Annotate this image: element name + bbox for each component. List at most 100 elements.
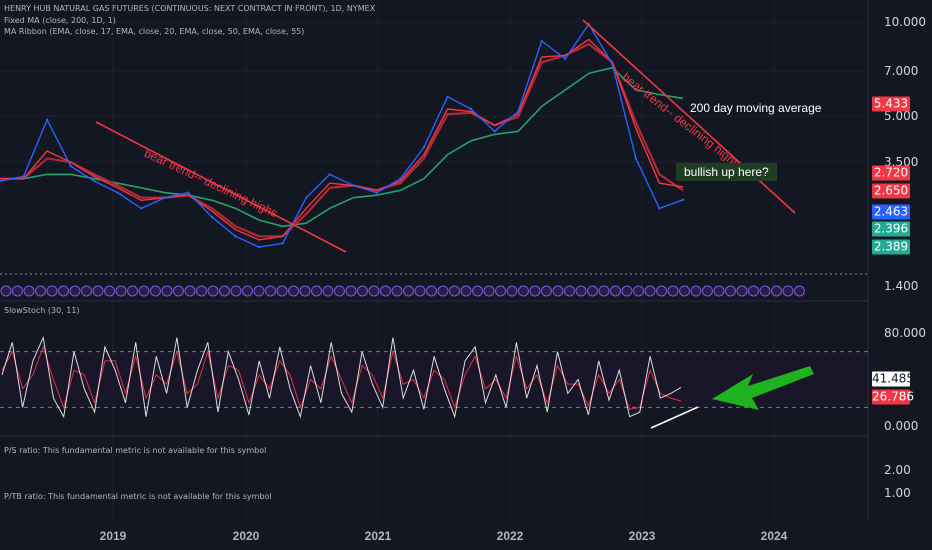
cycle-marker	[322, 285, 334, 297]
y-tick: 80.000	[884, 326, 926, 340]
cycle-marker	[391, 285, 403, 297]
cycle-marker	[506, 285, 518, 297]
price-point	[681, 198, 685, 201]
cycle-marker	[702, 285, 713, 297]
price-series	[0, 22, 685, 249]
cycle-marker	[449, 285, 460, 297]
cycle-marker	[656, 285, 667, 297]
cycle-marker	[368, 285, 380, 297]
cycle-marker	[621, 285, 633, 297]
price-point	[446, 95, 449, 99]
cycle-marker	[598, 285, 610, 297]
cycle-marker	[92, 285, 104, 297]
indicator-slowstoch[interactable]: SlowStoch (30, 11)	[4, 306, 80, 315]
price-point	[328, 173, 331, 176]
cycle-marker	[242, 285, 253, 297]
cycle-marker	[690, 285, 702, 297]
ema-badge: 2.396	[872, 221, 910, 237]
stoch-d-badge: 26.786	[872, 389, 914, 405]
ema-slow-line	[0, 43, 684, 238]
cycle-marker	[207, 285, 219, 297]
cycle-marker	[587, 285, 598, 297]
cycle-marker	[115, 285, 127, 297]
cycle-marker	[426, 285, 437, 297]
price-point	[634, 157, 638, 160]
cycle-marker	[299, 285, 311, 297]
cycle-marker	[552, 285, 564, 297]
ma200-label: 200 day moving average	[690, 101, 822, 115]
cycle-marker	[357, 285, 368, 297]
cycle-marker	[403, 285, 414, 297]
cycle-marker	[472, 285, 483, 297]
cycle-marker	[196, 285, 207, 297]
cycle-marker	[23, 285, 35, 297]
cycle-marker	[161, 285, 173, 297]
cycle-marker	[414, 285, 426, 297]
cycle-marker	[575, 285, 587, 297]
stochastic-series	[0, 335, 868, 429]
price-point	[93, 179, 96, 183]
cycle-marker	[219, 285, 230, 297]
cycle-marker	[0, 285, 12, 297]
ema-fast-line	[0, 38, 684, 241]
price-point	[140, 207, 143, 210]
cycle-marker	[782, 285, 794, 297]
ma200-line	[0, 66, 684, 228]
price-point	[399, 177, 402, 180]
cycle-marker	[276, 285, 288, 297]
cycle-strip	[0, 285, 805, 297]
price-point	[516, 110, 520, 113]
cycle-marker	[81, 285, 92, 297]
ema-badge: 2.389	[872, 239, 910, 255]
price-point	[611, 62, 614, 66]
green-arrow	[712, 366, 814, 410]
y-tick: 7.000	[884, 64, 919, 78]
price-point	[45, 118, 49, 121]
ps-ratio-note: P/S ratio: This fundamental metric is no…	[4, 446, 267, 455]
indicator-fixed-ma[interactable]: Fixed MA (close, 200, 1D, 1)	[4, 16, 116, 25]
x-tick: 2022	[496, 529, 524, 543]
y-tick: 1.00	[884, 486, 911, 500]
cycle-marker	[345, 285, 357, 297]
x-tick: 2023	[628, 529, 656, 543]
y-tick: 5.000	[884, 109, 919, 123]
cycle-marker	[644, 285, 656, 297]
price-point	[493, 130, 496, 133]
price-point	[210, 215, 214, 219]
price-point	[352, 184, 355, 187]
cycle-marker	[759, 285, 771, 297]
cycle-marker	[483, 285, 495, 297]
grid-lines	[0, 0, 868, 520]
cycle-marker	[380, 285, 391, 297]
stoch-k-line	[1, 335, 682, 419]
cycle-marker	[667, 285, 679, 297]
cycle-marker	[771, 285, 782, 297]
x-tick: 2020	[232, 529, 260, 543]
price-point	[116, 191, 120, 194]
price-point	[257, 245, 261, 249]
cycle-marker	[58, 285, 69, 297]
cycle-marker	[104, 285, 115, 297]
cycle-marker	[748, 285, 759, 297]
price-point	[564, 57, 567, 60]
cycle-marker	[633, 285, 644, 297]
cycle-marker	[529, 285, 541, 297]
cycle-marker	[713, 285, 725, 297]
indicator-ma-ribbon[interactable]: MA Ribbon (EMA, close, 17, EMA, close, 2…	[4, 27, 305, 36]
y-tick: 10.000	[884, 15, 926, 29]
cycle-marker	[334, 285, 345, 297]
stoch-support-line	[650, 406, 699, 429]
cycle-marker	[564, 285, 575, 297]
green-arrow-shape	[712, 366, 814, 410]
cycle-marker	[736, 285, 748, 297]
cycle-marker	[173, 285, 184, 297]
price-point	[281, 242, 284, 245]
price-point	[540, 39, 543, 43]
cycle-marker	[253, 285, 265, 297]
cycle-marker	[12, 285, 23, 297]
bear-trendline-1	[95, 121, 347, 253]
cycle-marker	[230, 285, 242, 297]
price-point	[163, 196, 167, 199]
price-line	[0, 23, 684, 248]
